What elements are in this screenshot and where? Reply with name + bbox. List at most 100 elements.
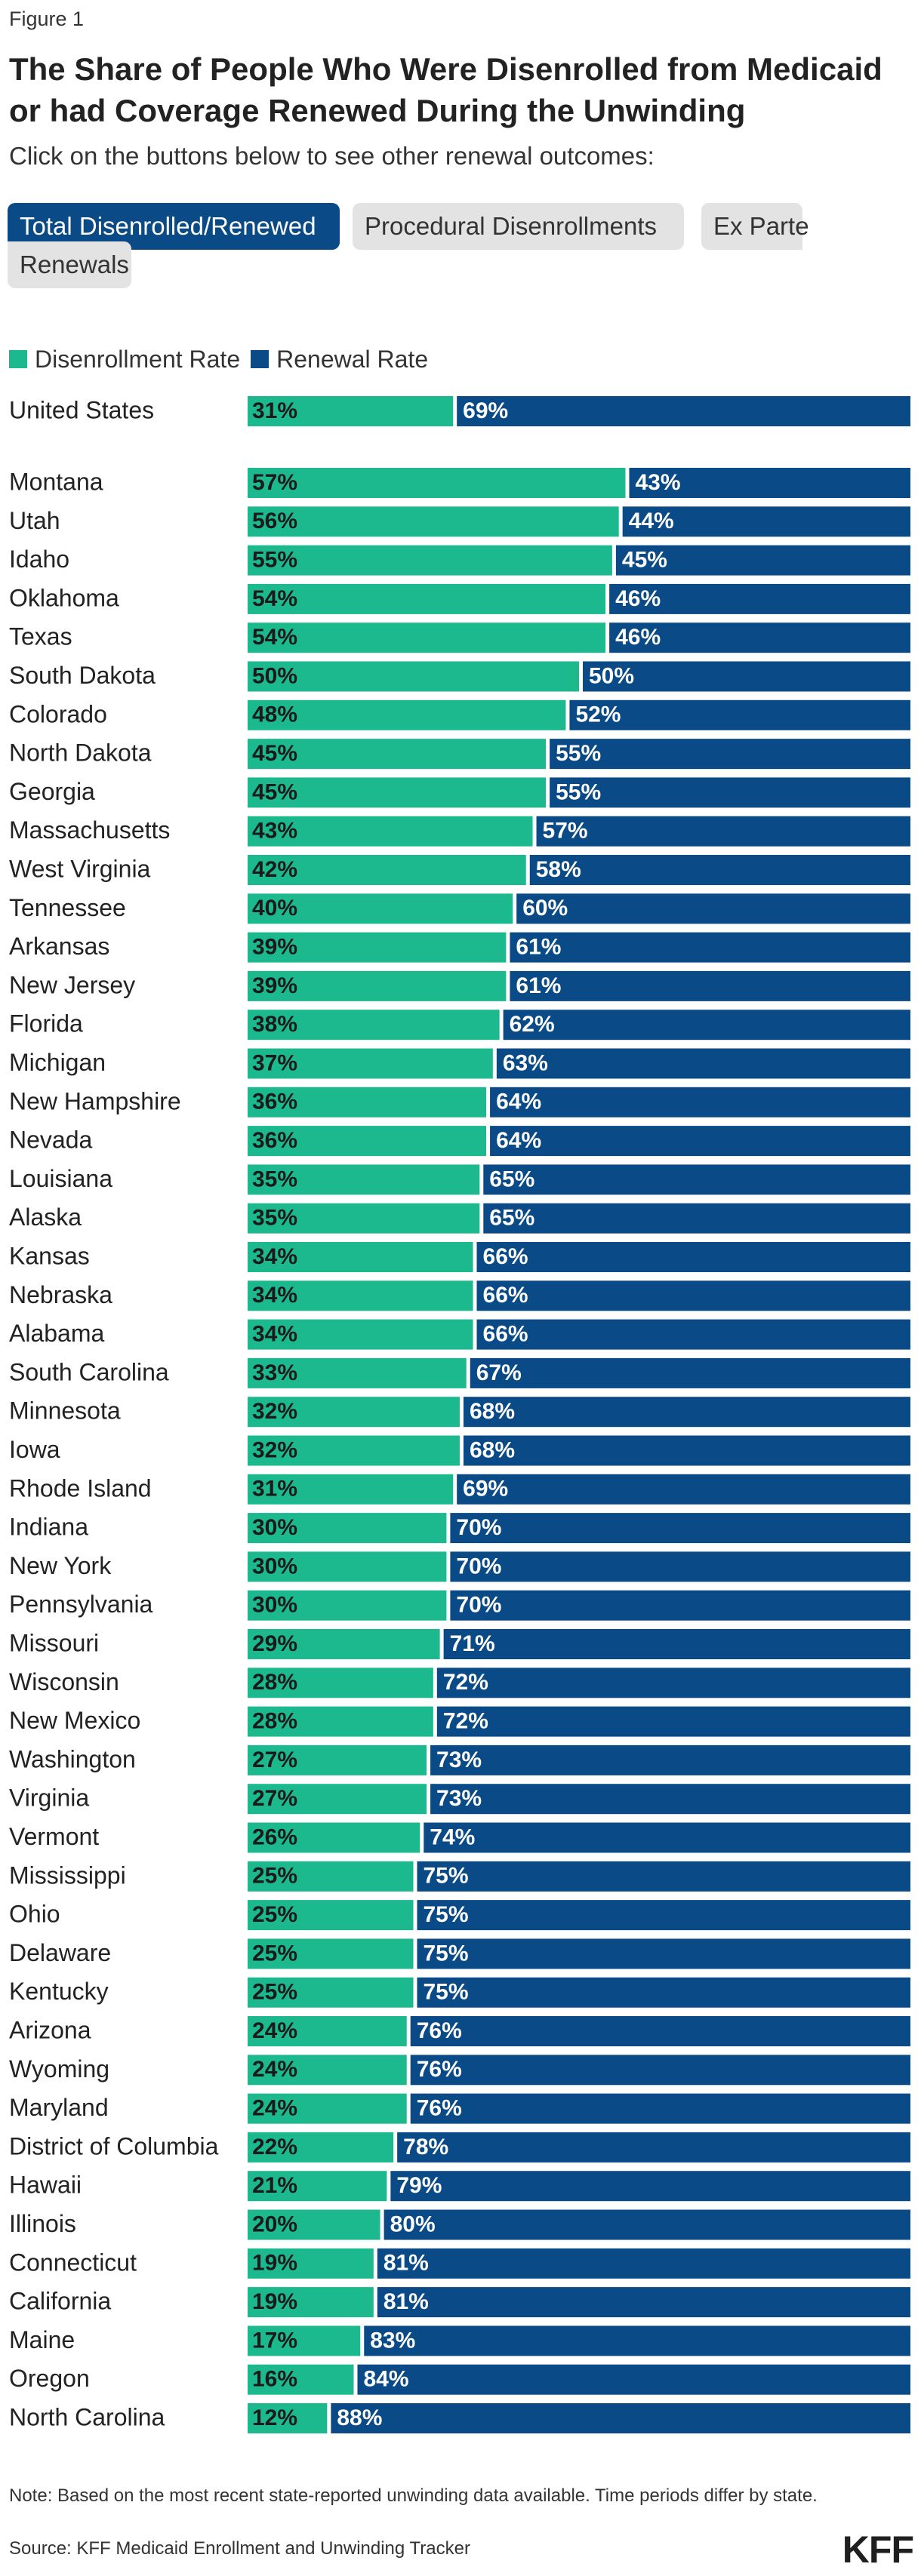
label-renewal-tennessee: 60% xyxy=(522,896,568,921)
row-label-district-of-columbia: District of Columbia xyxy=(9,2132,219,2159)
bar-disenrollment-tennessee xyxy=(248,893,513,924)
bar-renewal-vermont xyxy=(424,1822,910,1853)
label-renewal-michigan: 63% xyxy=(503,1050,548,1075)
row-label-california: California xyxy=(9,2288,111,2315)
label-disenrollment-louisiana: 35% xyxy=(252,1167,297,1191)
chart-source: Source: KFF Medicaid Enrollment and Unwi… xyxy=(9,2538,470,2559)
bar-renewal-minnesota xyxy=(463,1397,910,1428)
label-disenrollment-arizona: 24% xyxy=(252,2018,297,2043)
bar-disenrollment-massachusetts xyxy=(248,816,533,847)
bar-disenrollment-illinois xyxy=(248,2209,380,2240)
bar-disenrollment-south-carolina xyxy=(248,1357,467,1388)
bar-disenrollment-oklahoma xyxy=(248,583,606,614)
bar-disenrollment-vermont xyxy=(248,1822,420,1853)
label-disenrollment-district-of-columbia: 22% xyxy=(252,2135,297,2159)
label-renewal-wisconsin: 72% xyxy=(443,1670,488,1695)
row-label-idaho: Idaho xyxy=(9,546,69,573)
label-renewal-united-states: 69% xyxy=(463,398,508,423)
label-disenrollment-utah: 56% xyxy=(252,509,297,533)
label-disenrollment-maine: 17% xyxy=(252,2328,297,2353)
bar-renewal-colorado xyxy=(569,699,910,730)
label-renewal-illinois: 80% xyxy=(390,2212,436,2236)
bar-renewal-montana xyxy=(629,468,910,498)
bar-disenrollment-north-carolina xyxy=(248,2403,328,2433)
bar-disenrollment-missouri xyxy=(248,1629,440,1659)
bar-disenrollment-montana xyxy=(248,468,626,498)
label-disenrollment-missouri: 29% xyxy=(252,1631,297,1656)
label-renewal-west-virginia: 58% xyxy=(536,857,581,882)
bar-renewal-idaho xyxy=(615,545,910,576)
bar-disenrollment-georgia xyxy=(248,777,547,808)
label-renewal-vermont: 74% xyxy=(430,1824,475,1849)
row-label-pennsylvania: Pennsylvania xyxy=(9,1591,153,1618)
bar-disenrollment-arkansas xyxy=(248,932,507,963)
label-disenrollment-minnesota: 32% xyxy=(252,1399,297,1424)
bar-disenrollment-louisiana xyxy=(248,1164,480,1195)
label-renewal-nebraska: 66% xyxy=(483,1283,528,1308)
bar-renewal-hawaii xyxy=(390,2171,910,2202)
label-disenrollment-colorado: 48% xyxy=(252,702,297,727)
tab-ex-parte-renewals[interactable]: Ex Parte xyxy=(701,203,809,250)
stacked-bar-chart: United States 31% 69% Montana 57% 43% Utah 56% 4… xyxy=(9,396,911,2433)
bar-disenrollment-new-hampshire xyxy=(248,1087,487,1117)
row-label-wyoming: Wyoming xyxy=(9,2055,109,2083)
bar-renewal-kentucky xyxy=(417,1977,910,2008)
row-label-iowa: Iowa xyxy=(9,1436,60,1463)
bar-renewal-louisiana xyxy=(483,1164,910,1195)
bar-renewal-missouri xyxy=(443,1629,910,1659)
label-renewal-alaska: 65% xyxy=(489,1206,534,1231)
label-renewal-virginia: 73% xyxy=(436,1786,482,1811)
label-renewal-maryland: 76% xyxy=(417,2096,462,2121)
label-disenrollment-south-dakota: 50% xyxy=(252,663,297,688)
bar-disenrollment-delaware xyxy=(248,1938,414,1969)
legend-label-renewal: Renewal Rate xyxy=(276,345,429,373)
bar-renewal-alabama xyxy=(476,1319,910,1350)
row-label-south-carolina: South Carolina xyxy=(9,1358,169,1385)
bar-renewal-oregon xyxy=(357,2364,911,2395)
tab-ex-parte-renewals-continued[interactable]: Renewals xyxy=(8,241,131,288)
label-disenrollment-oklahoma: 54% xyxy=(252,586,297,611)
bar-renewal-mississippi xyxy=(417,1861,910,1892)
bar-renewal-georgia xyxy=(550,777,910,808)
label-renewal-iowa: 68% xyxy=(470,1437,515,1462)
bar-disenrollment-colorado xyxy=(248,699,566,730)
bar-disenrollment-florida xyxy=(248,1010,500,1041)
label-disenrollment-idaho: 55% xyxy=(252,548,297,573)
tab-procedural-disenrollments[interactable]: Procedural Disenrollments xyxy=(353,203,684,250)
row-label-florida: Florida xyxy=(9,1010,83,1037)
bar-renewal-new-jersey xyxy=(510,970,910,1001)
label-renewal-hawaii: 79% xyxy=(396,2173,442,2198)
label-renewal-alabama: 66% xyxy=(483,1322,528,1347)
label-renewal-indiana: 70% xyxy=(456,1515,501,1540)
label-renewal-montana: 43% xyxy=(635,470,680,495)
bar-renewal-texas xyxy=(609,622,910,653)
label-disenrollment-delaware: 25% xyxy=(252,1941,297,1966)
label-renewal-delaware: 75% xyxy=(424,1941,469,1966)
bar-disenrollment-indiana xyxy=(248,1513,447,1544)
label-disenrollment-indiana: 30% xyxy=(252,1515,297,1540)
bar-disenrollment-wyoming xyxy=(248,2055,407,2086)
label-disenrollment-hawaii: 21% xyxy=(252,2173,297,2198)
bar-disenrollment-texas xyxy=(248,622,606,653)
row-label-montana: Montana xyxy=(9,468,103,495)
bar-renewal-united-states xyxy=(457,396,910,426)
bar-renewal-maryland xyxy=(410,2093,910,2124)
row-label-missouri: Missouri xyxy=(9,1629,99,1656)
chart-title: The Share of People Who Were Disenrolled… xyxy=(9,51,882,128)
bar-disenrollment-alaska xyxy=(248,1203,480,1234)
bar-renewal-delaware xyxy=(417,1938,910,1969)
row-label-connecticut: Connecticut xyxy=(9,2249,137,2276)
row-label-delaware: Delaware xyxy=(9,1939,111,1966)
label-renewal-south-dakota: 50% xyxy=(589,663,634,688)
label-disenrollment-pennsylvania: 30% xyxy=(252,1593,297,1618)
bar-disenrollment-nebraska xyxy=(248,1280,473,1311)
row-label-mississippi: Mississippi xyxy=(9,1861,126,1889)
label-renewal-maine: 83% xyxy=(370,2328,415,2353)
label-disenrollment-washington: 27% xyxy=(252,1748,297,1772)
label-disenrollment-united-states: 31% xyxy=(252,398,297,423)
bar-disenrollment-new-york xyxy=(248,1551,447,1582)
row-label-alaska: Alaska xyxy=(9,1203,82,1231)
row-label-kentucky: Kentucky xyxy=(9,1978,109,2005)
figure-label: Figure 1 xyxy=(9,8,85,30)
bar-renewal-florida xyxy=(503,1010,910,1041)
